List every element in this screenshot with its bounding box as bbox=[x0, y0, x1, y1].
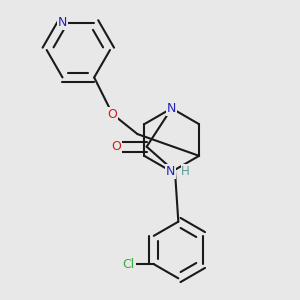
Text: N: N bbox=[166, 165, 175, 178]
Text: H: H bbox=[181, 165, 190, 178]
Text: O: O bbox=[108, 108, 117, 121]
Text: O: O bbox=[112, 140, 122, 153]
Text: N: N bbox=[167, 102, 176, 115]
Text: Cl: Cl bbox=[123, 258, 135, 271]
Text: N: N bbox=[58, 16, 67, 29]
